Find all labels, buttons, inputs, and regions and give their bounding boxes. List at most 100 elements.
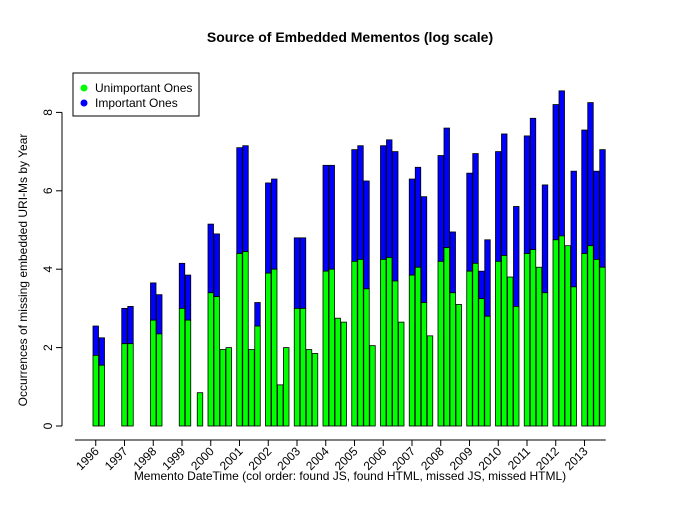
bar-important-2003-col2 [299,237,307,309]
bar-important-2013-col4 [599,149,606,268]
bar-unimportant-2006-col2 [386,257,393,427]
bar-unimportant-2001-col2 [242,251,249,427]
bar-unimportant-2008-col4 [455,304,462,427]
bar-unimportant-2001-col1 [236,253,243,427]
legend-label-unimportant: Unimportant Ones [95,81,192,95]
bar-unimportant-2012-col3 [564,245,571,427]
bar-important-2005-col2 [357,145,364,260]
bar-important-2006-col3 [392,151,399,282]
bar-important-2011-col1 [523,135,531,254]
bar-unimportant-2013-col3 [593,258,600,427]
legend: Unimportant Ones Important Ones [72,72,200,117]
bar-important-2012-col1 [552,104,559,241]
bar-unimportant-1996-col2 [98,364,105,427]
bar-important-2004-col1 [322,164,329,272]
bar-important-1996-col1 [92,325,99,356]
bar-unimportant-2004-col1 [322,270,329,427]
bar-unimportant-1996-col1 [92,355,99,427]
bar-important-2006-col2 [386,139,393,258]
bar-important-2008-col3 [449,231,456,294]
x-tick-label-2013: 2013 [562,444,591,473]
bar-unimportant-2007-col2 [414,266,422,427]
bar-unimportant-2004-col3 [334,317,341,427]
bar-unimportant-2003-col4 [311,353,319,427]
bar-unimportant-2012-col2 [558,235,565,427]
bar-unimportant-2011-col2 [529,249,537,427]
bar-important-2007-col2 [414,166,422,268]
bar-unimportant-2010-col2 [501,255,508,427]
bar-unimportant-1998-col2 [156,333,163,427]
bar-unimportant-2002-col2 [271,268,278,427]
bar-unimportant-2009-col4 [484,315,491,427]
bar-important-2006-col1 [380,145,387,260]
bar-unimportant-2003-col3 [305,349,313,427]
bar-important-2009-col2 [472,153,479,264]
bar-important-2001-col4 [254,302,261,327]
bar-unimportant-1997-col2 [127,343,134,427]
bar-unimportant-2009-col3 [478,298,485,427]
y-tick-label: 2 [41,344,55,351]
bar-important-2002-col2 [271,178,278,270]
bar-unimportant-2013-col1 [581,253,588,427]
bar-important-1997-col1 [121,307,128,345]
bar-unimportant-2007-col1 [408,274,416,427]
bar-important-2011-col2 [529,117,537,251]
bar-unimportant-2002-col3 [277,384,284,427]
bar-unimportant-2008-col2 [443,247,450,427]
legend-marker-unimportant [80,84,88,92]
bar-important-2000-col2 [213,233,220,298]
bar-important-2013-col1 [581,129,588,254]
bar-unimportant-2000-col4 [225,347,232,427]
bar-important-2012-col4 [570,170,577,288]
bar-unimportant-2010-col1 [495,260,502,427]
bar-unimportant-2007-col4 [426,335,434,427]
bar-unimportant-1999-col1 [178,307,186,427]
chart-title: Source of Embedded Mementos (log scale) [207,29,493,45]
bar-unimportant-2011-col1 [523,253,531,427]
bar-important-2010-col1 [495,151,502,262]
bar-important-2005-col1 [351,149,358,262]
bar-unimportant-2004-col4 [340,321,347,427]
bar-important-2010-col2 [501,133,508,256]
bar-unimportant-2006-col3 [392,280,399,427]
bar-important-2008-col1 [437,155,444,262]
bar-important-2012-col2 [558,90,565,237]
bar-important-2013-col2 [587,102,594,247]
bar-important-2010-col4 [513,206,520,307]
bar-important-2008-col2 [443,127,450,249]
bar-important-2004-col2 [328,164,335,270]
bar-important-2011-col4 [541,184,549,294]
bar-unimportant-1997-col1 [121,343,128,427]
bar-unimportant-1998-col1 [150,319,157,427]
bar-unimportant-2008-col3 [449,292,456,427]
bar-important-2001-col2 [242,145,249,252]
bar-unimportant-2010-col3 [507,276,514,427]
bar-important-1998-col2 [156,294,163,335]
x-tick-label-1996: 1996 [73,444,102,473]
bar-important-2001-col1 [236,147,243,254]
bar-important-2009-col1 [466,172,473,272]
bar-important-1998-col1 [150,282,157,321]
bar-unimportant-2007-col3 [420,302,428,427]
bar-unimportant-2005-col2 [357,258,364,427]
bar-unimportant-1999-col4 [196,392,204,427]
bar-unimportant-2013-col4 [599,266,606,427]
bar-important-1999-col2 [184,274,192,321]
bar-unimportant-2000-col3 [219,349,226,427]
bar-important-2002-col1 [265,182,272,274]
bar-unimportant-2006-col4 [398,321,405,427]
bar-important-1997-col2 [127,306,134,345]
bar-unimportant-2006-col1 [380,258,387,427]
y-axis-label: Occurrences of missing embedded URI-Ms b… [16,134,30,407]
bar-unimportant-2002-col4 [283,347,290,427]
bar-unimportant-2005-col4 [369,345,376,427]
bar-important-2007-col1 [408,178,416,276]
bar-unimportant-2011-col3 [535,266,543,427]
bar-important-2009-col4 [484,239,491,317]
y-tick-label: 6 [41,187,55,194]
y-tick-label: 4 [41,266,55,273]
bar-important-2007-col3 [420,196,428,303]
